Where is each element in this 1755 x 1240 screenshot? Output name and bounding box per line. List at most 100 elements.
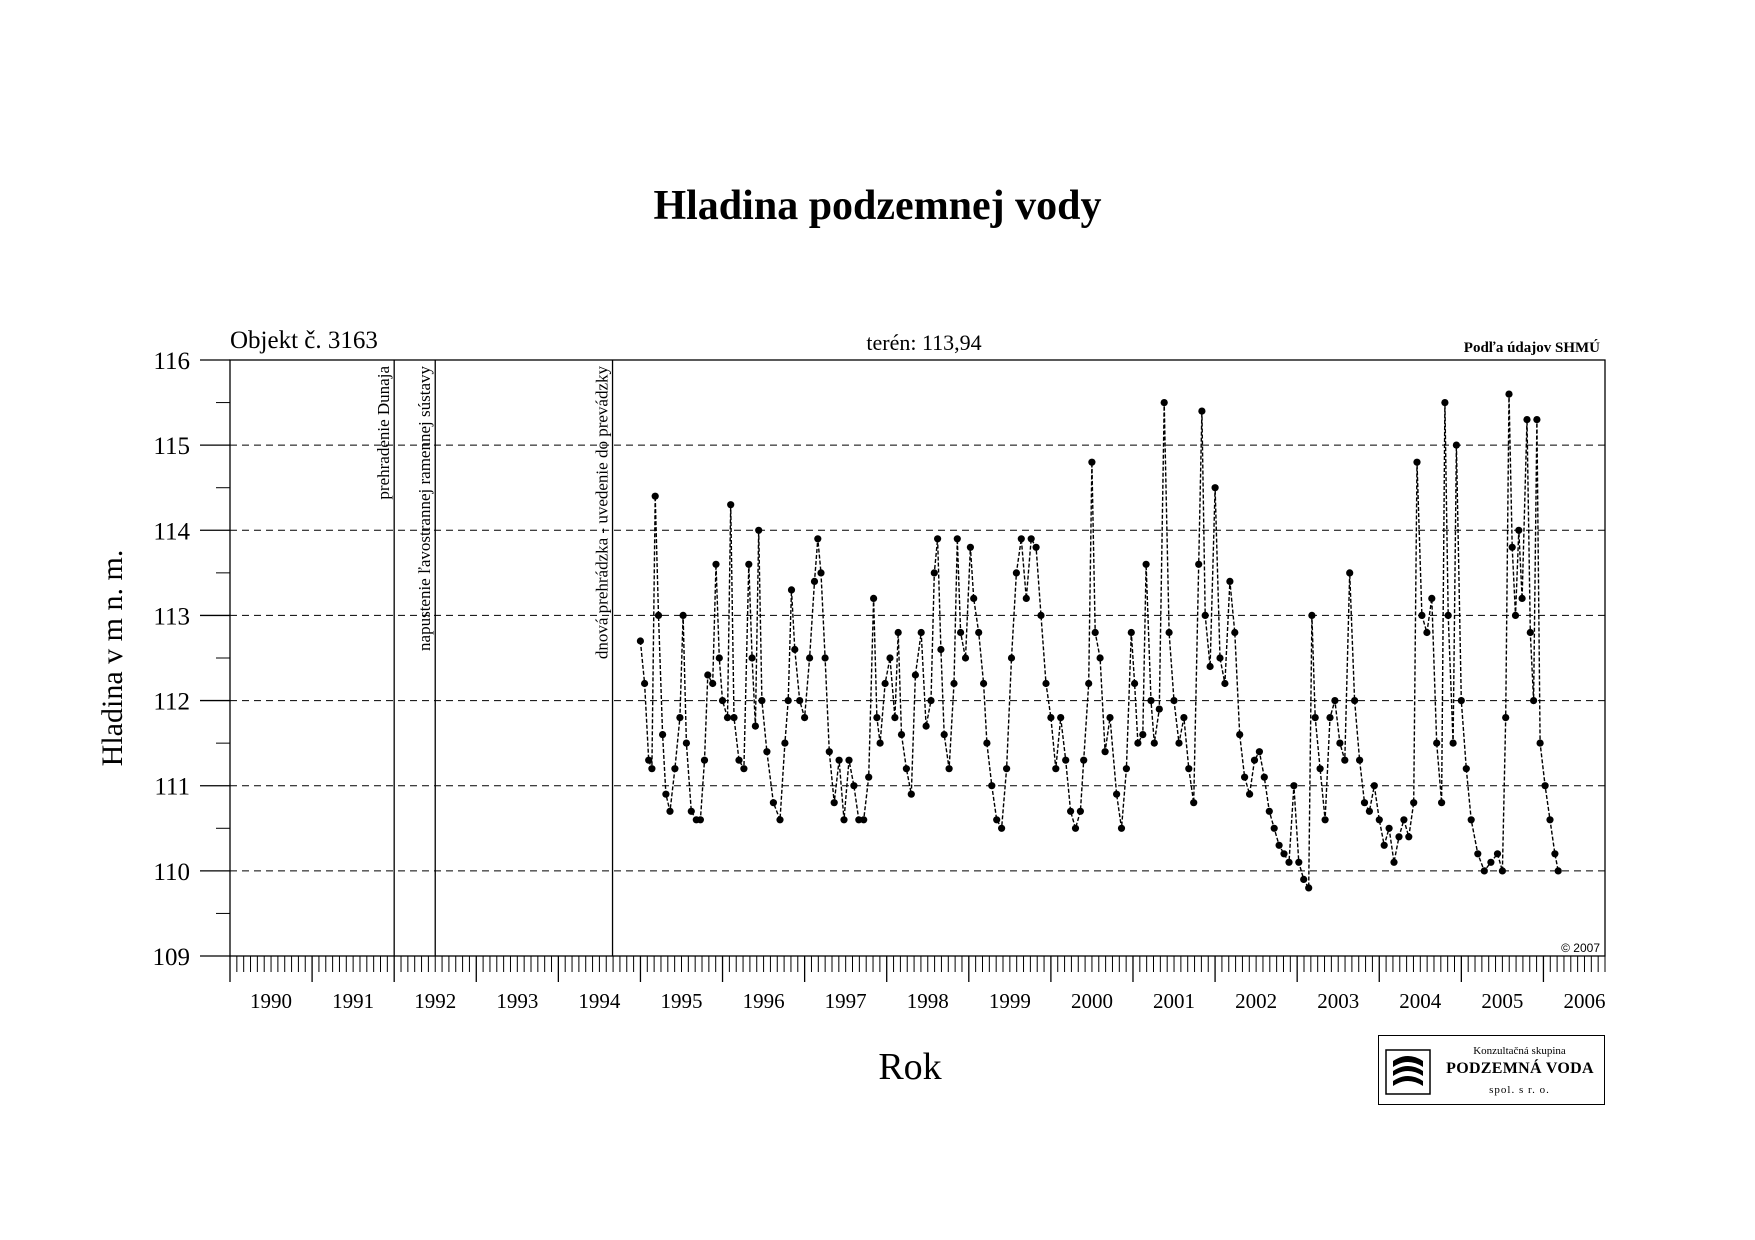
data-point xyxy=(662,790,670,798)
data-point xyxy=(1195,560,1203,568)
data-point xyxy=(970,594,978,603)
data-point xyxy=(1336,739,1344,747)
data-point xyxy=(1321,816,1329,824)
y-axis-title: Hladina v m n. m. xyxy=(96,550,129,767)
data-point xyxy=(776,816,784,824)
data-point xyxy=(1356,756,1364,764)
data-point xyxy=(1390,858,1398,866)
data-point xyxy=(1375,816,1383,824)
x-tick-label: 1991 xyxy=(332,989,374,1013)
data-point xyxy=(1190,799,1198,807)
y-axis: 109 110 111 112 113 114 115 116 xyxy=(153,348,230,971)
data-point xyxy=(1308,611,1316,620)
data-point xyxy=(881,679,889,688)
data-point xyxy=(860,816,868,824)
data-point xyxy=(825,748,833,756)
source-label: Podľa údajov SHMÚ xyxy=(1464,339,1600,356)
data-point xyxy=(1076,807,1084,815)
data-point xyxy=(850,782,858,790)
data-point xyxy=(745,560,753,568)
data-point xyxy=(983,739,991,747)
data-point xyxy=(671,765,679,773)
data-point xyxy=(1360,799,1369,807)
series-line xyxy=(639,394,1559,891)
data-point xyxy=(988,782,996,790)
x-tick-label: 2004 xyxy=(1399,989,1442,1013)
data-point xyxy=(1400,816,1408,824)
data-point xyxy=(980,679,988,688)
data-point xyxy=(814,535,822,543)
data-point xyxy=(1221,679,1229,688)
data-point xyxy=(1346,569,1354,577)
data-point xyxy=(1300,875,1308,884)
x-axis-title: Rok xyxy=(878,1046,942,1088)
data-point xyxy=(1370,782,1378,790)
data-point xyxy=(1341,756,1349,764)
data-point xyxy=(1523,416,1531,424)
x-tick-label: 1990 xyxy=(250,989,292,1013)
data-point xyxy=(696,816,705,824)
data-point xyxy=(704,671,712,679)
data-point xyxy=(1365,807,1373,815)
data-point xyxy=(801,714,809,722)
data-point xyxy=(891,714,899,722)
series-layer xyxy=(636,390,1562,892)
data-point xyxy=(1285,858,1293,866)
data-point xyxy=(961,654,970,662)
data-point xyxy=(682,739,691,747)
terrain-label: terén: 113,94 xyxy=(866,330,981,355)
data-point xyxy=(1530,697,1538,705)
data-point xyxy=(1533,416,1541,424)
x-tick-label: 1996 xyxy=(743,989,785,1013)
x-axis: 1990 1991 1992 1993 1994 1995 1996 1997 1998 1999… xyxy=(229,956,1606,1013)
data-point xyxy=(1241,773,1249,781)
data-point xyxy=(806,654,814,662)
data-point xyxy=(810,577,819,586)
data-point xyxy=(1226,577,1234,586)
data-point xyxy=(769,799,778,807)
object-label: Objekt č. 3163 xyxy=(230,327,378,354)
data-point xyxy=(897,731,906,739)
data-point xyxy=(945,765,953,773)
data-point xyxy=(1295,858,1303,866)
y-tick-label: 113 xyxy=(153,603,190,630)
data-point xyxy=(1493,850,1502,858)
data-point xyxy=(1508,543,1516,551)
data-point xyxy=(648,765,656,773)
data-point xyxy=(1085,679,1093,688)
data-point xyxy=(1457,697,1465,705)
data-point xyxy=(1003,765,1011,773)
data-point xyxy=(1380,841,1388,849)
chart-title: Hladina podzemnej vody xyxy=(653,183,1102,229)
data-point xyxy=(1106,714,1114,722)
data-point xyxy=(1246,790,1254,798)
data-point xyxy=(1260,773,1268,781)
data-point xyxy=(730,714,738,722)
data-point xyxy=(1037,611,1045,620)
data-point xyxy=(998,824,1006,832)
x-tick-label: 2001 xyxy=(1153,989,1195,1013)
event-markers: prehradenie Dunaja napustenie ľavostranne… xyxy=(374,360,614,956)
data-point xyxy=(1032,543,1040,551)
data-point xyxy=(1418,611,1426,620)
grid-layer xyxy=(230,444,1605,872)
data-point xyxy=(1180,714,1188,722)
data-point xyxy=(1201,611,1209,620)
data-point xyxy=(740,765,748,773)
data-point xyxy=(1480,867,1488,875)
data-point xyxy=(1091,628,1099,637)
data-point xyxy=(1027,535,1035,543)
data-point xyxy=(1165,628,1173,637)
data-point xyxy=(712,560,720,568)
data-point xyxy=(1250,756,1259,764)
data-point xyxy=(1498,867,1506,875)
x-tick-label: 1995 xyxy=(660,989,702,1013)
data-point xyxy=(1551,850,1559,858)
x-tick-label: 1999 xyxy=(989,989,1031,1013)
data-point xyxy=(1433,739,1441,747)
data-point xyxy=(1467,816,1475,824)
copyright-label: © 2007 xyxy=(1561,941,1600,955)
event-label: napustenie ľavostrannej ramennej sústavy xyxy=(415,366,434,651)
data-point xyxy=(787,586,796,594)
